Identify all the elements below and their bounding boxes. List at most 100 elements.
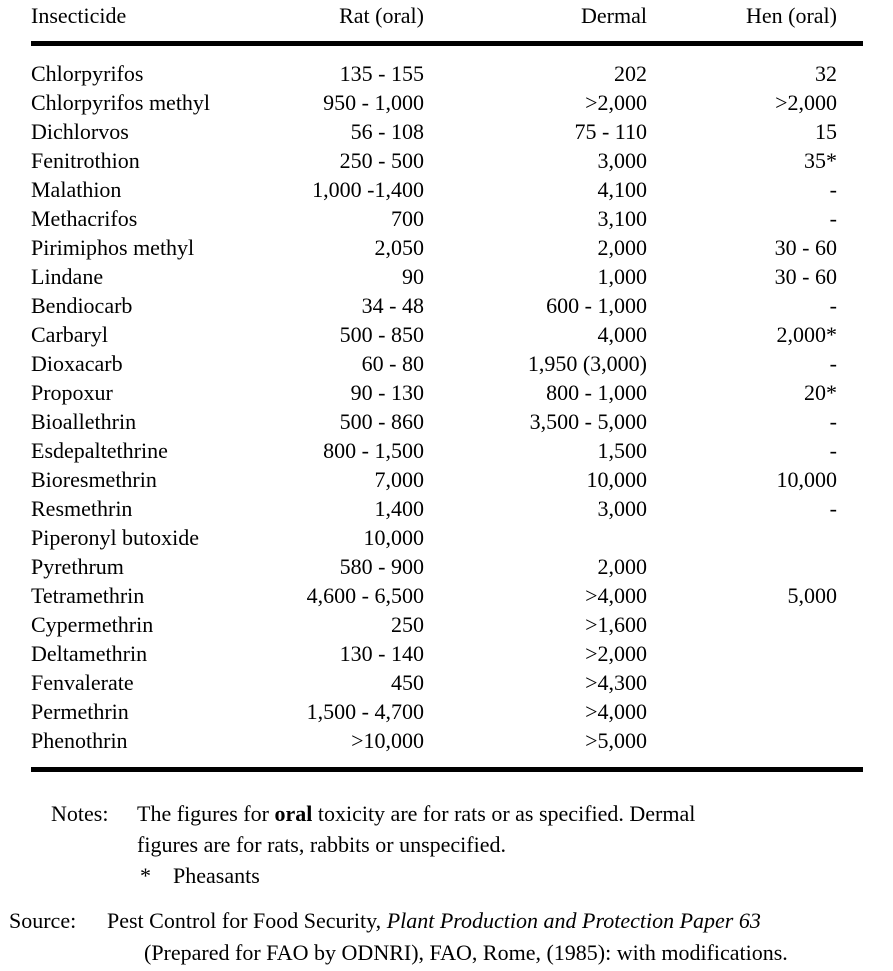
dermal-cell: 2,000 (597, 235, 648, 260)
table-row: Propoxur 90 - 130 800 - 1,000 20* (31, 378, 863, 407)
header-row: Insecticide Rat (oral) Dermal Hen (oral) (31, 0, 863, 46)
hen-oral-cell: 10,000 (776, 467, 838, 492)
hen-oral-cell: 35* (804, 148, 837, 173)
dermal-cell: >5,000 (585, 728, 647, 753)
rat-oral-cell: 90 - 130 (350, 380, 424, 405)
column-header-rat-oral: Rat (oral) (281, 0, 424, 46)
insecticide-cell: Bioresmethrin (31, 467, 157, 492)
rat-oral-cell: 950 - 1,000 (323, 90, 424, 115)
dermal-cell: 202 (614, 61, 647, 86)
insecticide-cell: Propoxur (31, 380, 113, 405)
column-header-hen-oral: Hen (oral) (647, 0, 863, 46)
table-row: Carbaryl 500 - 850 4,000 2,000* (31, 320, 863, 349)
rat-oral-cell: 800 - 1,500 (323, 438, 424, 463)
rat-oral-cell: 90 (402, 264, 424, 289)
hen-oral-cell: - (829, 351, 837, 376)
hen-oral-cell: 5,000 (787, 583, 838, 608)
notes-line-1-post: toxicity are for rats or as specified. D… (312, 801, 696, 826)
hen-oral-cell: - (829, 409, 837, 434)
rat-oral-cell: 2,050 (374, 235, 425, 260)
dermal-cell: 800 - 1,000 (546, 380, 647, 405)
rat-oral-cell: 60 - 80 (361, 351, 424, 376)
hen-oral-cell: 30 - 60 (774, 235, 837, 260)
insecticide-cell: Resmethrin (31, 496, 133, 521)
table-row: Piperonyl butoxide 10,000 (31, 523, 863, 552)
insecticide-cell: Deltamethrin (31, 641, 148, 666)
notes-label: Notes: (51, 801, 109, 826)
rat-oral-cell: 250 (391, 612, 424, 637)
table-row: Pirimiphos methyl 2,050 2,000 30 - 60 (31, 233, 863, 262)
dermal-cell: 2,000 (597, 554, 648, 579)
rat-oral-cell: 450 (391, 670, 424, 695)
hen-oral-cell: - (829, 177, 837, 202)
table-row: Esdepaltethrine 800 - 1,500 1,500 - (31, 436, 863, 465)
rat-oral-cell: 1,000 -1,400 (312, 177, 424, 202)
table-row: Bioallethrin 500 - 860 3,500 - 5,000 - (31, 407, 863, 436)
insecticide-cell: Pyrethrum (31, 554, 124, 579)
insecticide-cell: Methacrifos (31, 206, 138, 231)
table-body: Chlorpyrifos 135 - 155 202 32 Chlorpyrifos m… (31, 44, 863, 770)
hen-oral-cell: - (829, 293, 837, 318)
table-row: Fenitrothion 250 - 500 3,000 35* (31, 146, 863, 175)
dermal-cell: >2,000 (585, 641, 647, 666)
hen-oral-cell: 2,000* (776, 322, 838, 347)
insecticide-cell: Pirimiphos methyl (31, 235, 195, 260)
hen-oral-cell (647, 726, 863, 770)
dermal-cell: 10,000 (586, 467, 648, 492)
toxicity-table: Insecticide Rat (oral) Dermal Hen (oral)… (31, 0, 863, 772)
notes-line-1-pre: The figures for (137, 801, 275, 826)
insecticide-cell: Bioallethrin (31, 409, 137, 434)
notes-body: The figures for oral toxicity are for ra… (137, 798, 695, 891)
insecticide-cell: Permethrin (31, 699, 129, 724)
rat-oral-cell: 4,600 - 6,500 (306, 583, 424, 608)
hen-oral-cell (647, 668, 863, 697)
source-line-2: (Prepared for FAO by ODNRI), FAO, Rome, … (144, 940, 788, 965)
hen-oral-cell: - (829, 496, 837, 521)
dermal-cell: >4,300 (585, 670, 647, 695)
column-header-dermal: Dermal (424, 0, 647, 46)
hen-oral-cell: 32 (815, 61, 837, 86)
table-row: Resmethrin 1,400 3,000 - (31, 494, 863, 523)
rat-oral-cell: 1,500 - 4,700 (306, 699, 424, 724)
dermal-cell: 3,100 (597, 206, 648, 231)
rat-oral-cell: 10,000 (363, 525, 425, 550)
dermal-cell: >2,000 (585, 90, 647, 115)
dermal-cell: >4,000 (585, 583, 647, 608)
column-header-insecticide: Insecticide (31, 0, 281, 46)
insecticide-cell: Chlorpyrifos (31, 61, 144, 86)
insecticide-cell: Dichlorvos (31, 119, 129, 144)
notes-section: Notes: The figures for oral toxicity are… (51, 798, 893, 891)
table-row: Methacrifos 700 3,100 - (31, 204, 863, 233)
hen-oral-cell: 20* (804, 380, 837, 405)
notes-line-2: figures are for rats, rabbits or unspeci… (137, 832, 506, 857)
table-row: Bioresmethrin 7,000 10,000 10,000 (31, 465, 863, 494)
insecticide-cell: Carbaryl (31, 322, 108, 347)
asterisk-marker: * (140, 863, 151, 888)
hen-oral-cell: 15 (815, 119, 837, 144)
dermal-cell: 3,000 (597, 496, 648, 521)
dermal-cell: 600 - 1,000 (546, 293, 647, 318)
insecticide-cell: Fenvalerate (31, 670, 134, 695)
rat-oral-cell: 500 - 850 (339, 322, 424, 347)
insecticide-cell: Esdepaltethrine (31, 438, 168, 463)
dermal-cell (424, 523, 647, 552)
rat-oral-cell: 56 - 108 (350, 119, 424, 144)
table-row: Permethrin 1,500 - 4,700 >4,000 (31, 697, 863, 726)
source-title-regular: Pest Control for Food Security, (107, 908, 387, 933)
table-row: Malathion 1,000 -1,400 4,100 - (31, 175, 863, 204)
rat-oral-cell: 1,400 (374, 496, 425, 521)
source-section: Source: Pest Control for Food Security, … (9, 905, 893, 969)
rat-oral-cell: 135 - 155 (339, 61, 424, 86)
notes-line-1-bold: oral (274, 801, 313, 826)
insecticide-cell: Chlorpyrifos methyl (31, 90, 211, 115)
hen-oral-cell (647, 639, 863, 668)
dermal-cell: 4,000 (597, 322, 648, 347)
table-row: Bendiocarb 34 - 48 600 - 1,000 - (31, 291, 863, 320)
dermal-cell: 4,100 (597, 177, 648, 202)
insecticide-cell: Bendiocarb (31, 293, 133, 318)
rat-oral-cell: 500 - 860 (339, 409, 424, 434)
table-row: Chlorpyrifos 135 - 155 202 32 (31, 44, 863, 89)
dermal-cell: 1,500 (597, 438, 648, 463)
rat-oral-cell: 580 - 900 (339, 554, 424, 579)
rat-oral-cell: 250 - 500 (339, 148, 424, 173)
